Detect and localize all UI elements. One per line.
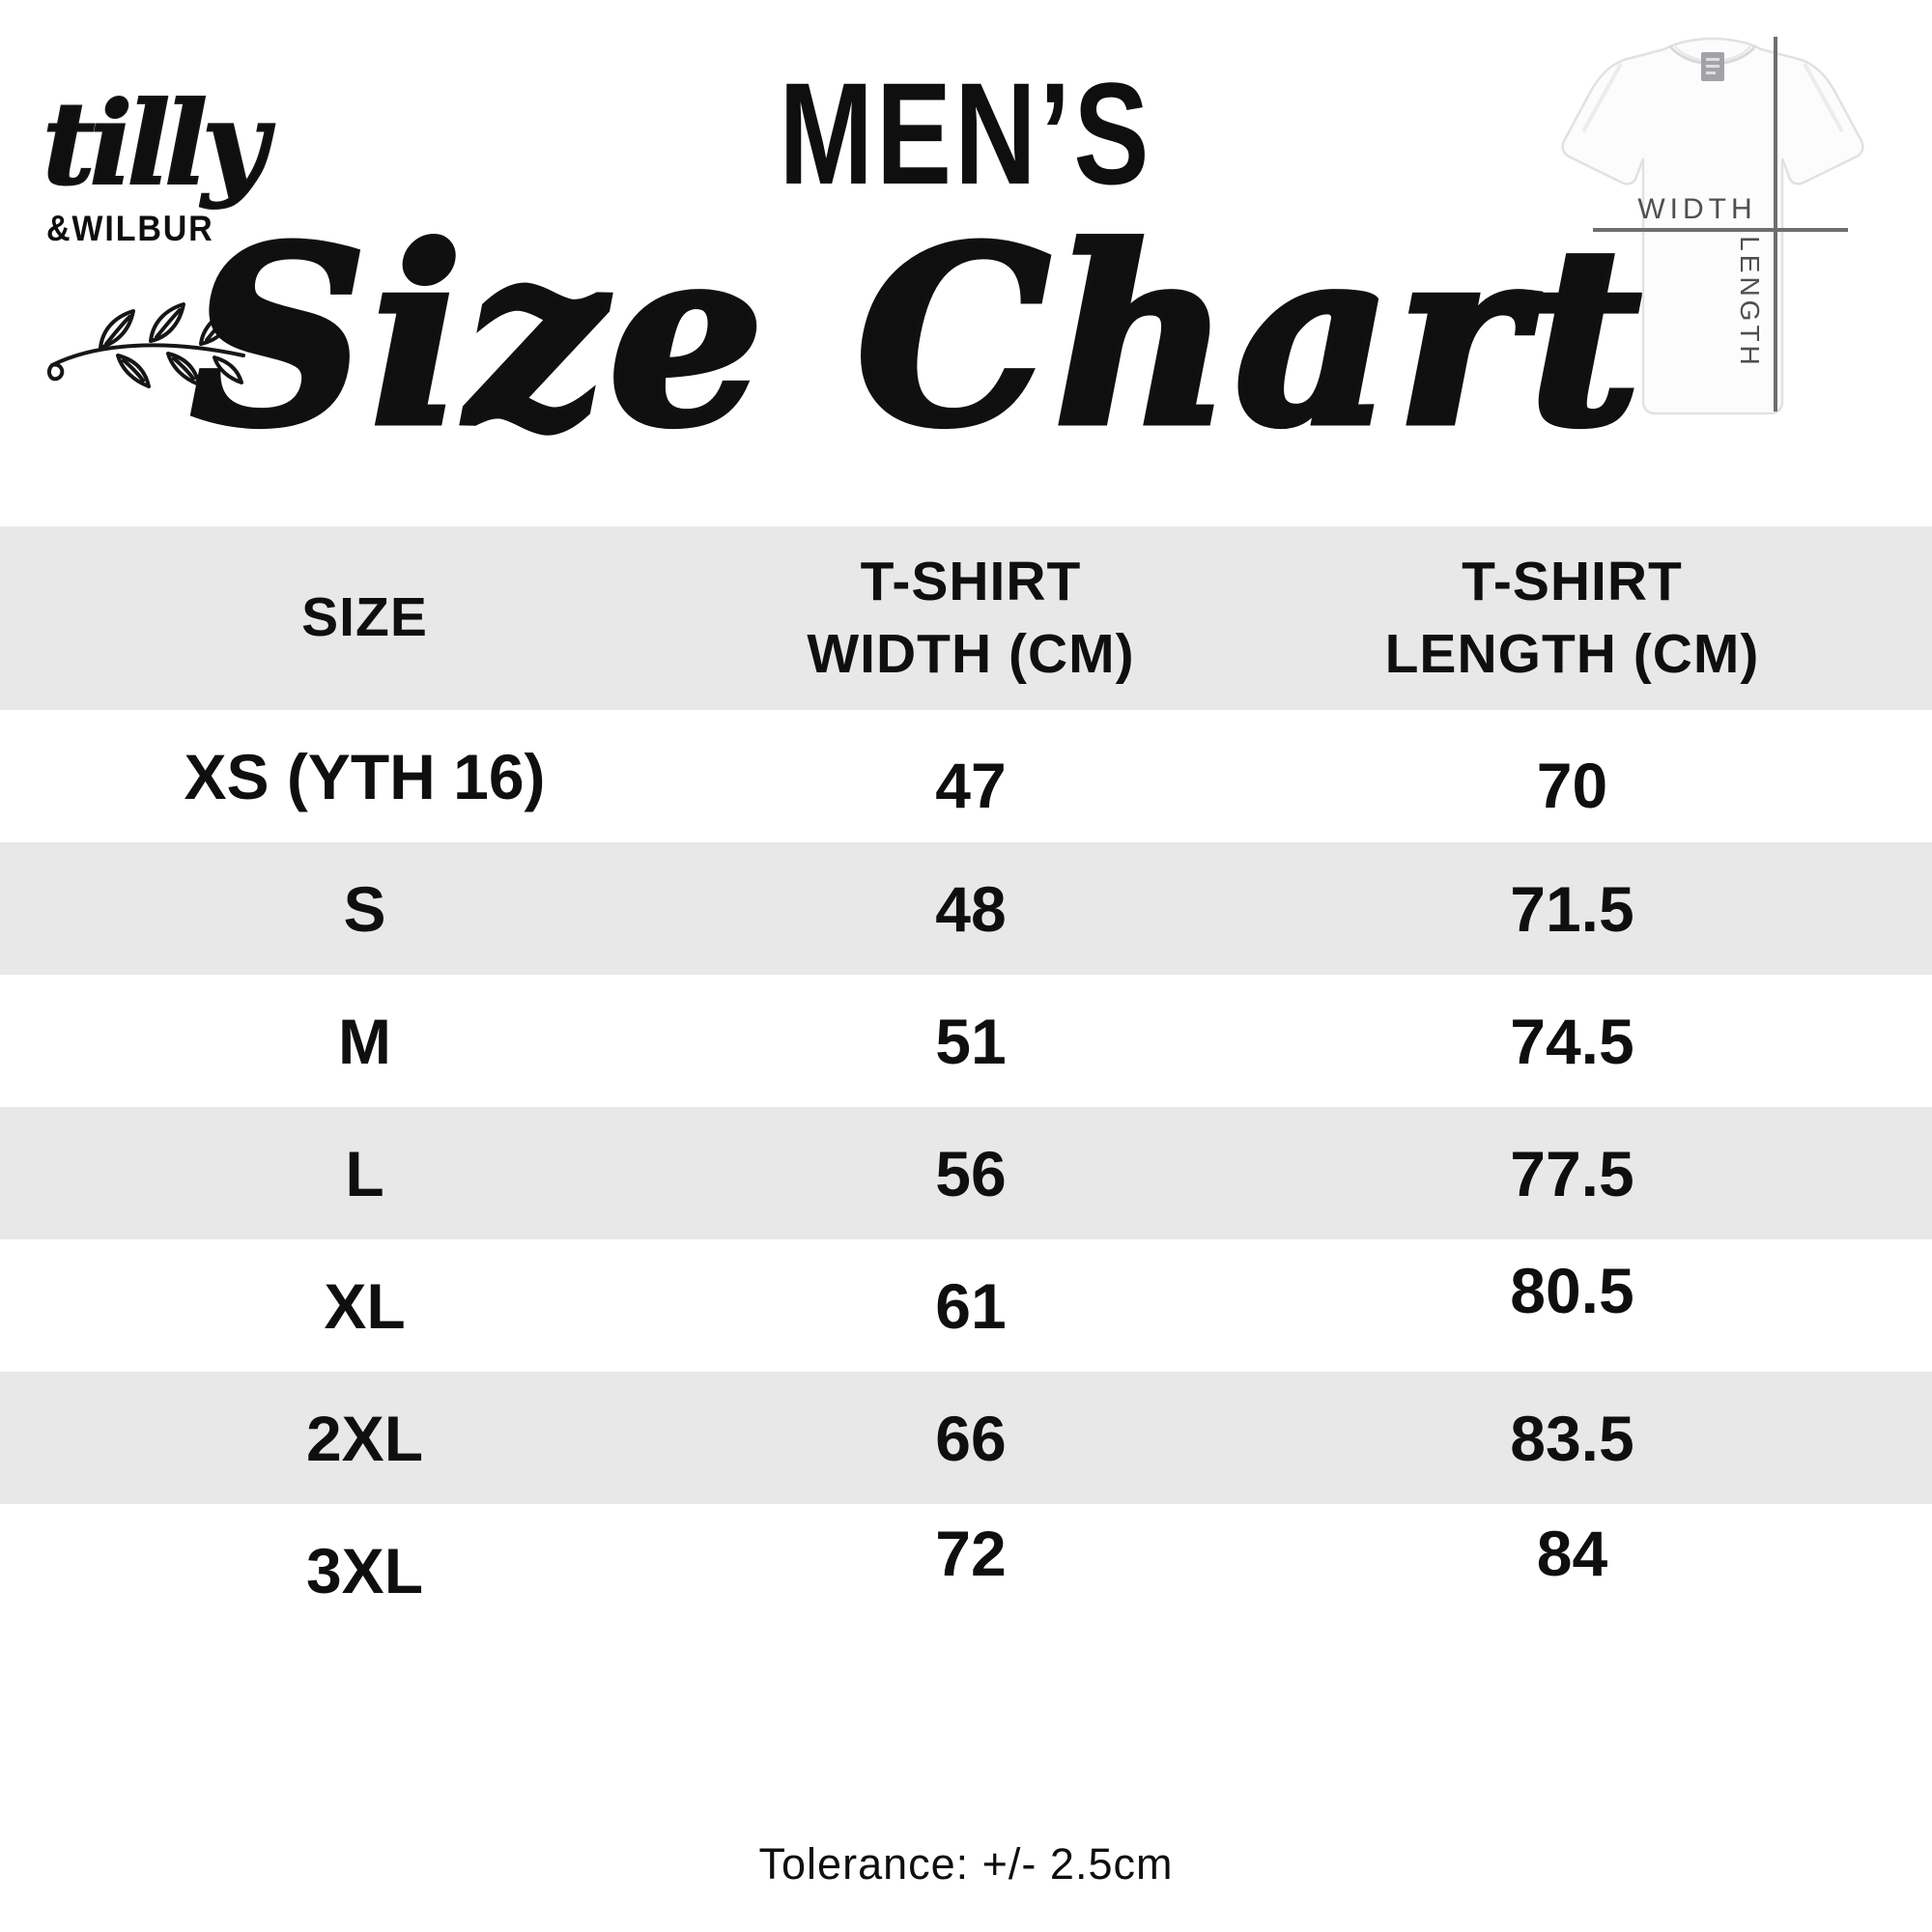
size-cell: XS (YTH 16)	[184, 740, 546, 812]
length-label: LENGTH	[1735, 236, 1765, 369]
length-cell: 80.5	[1510, 1254, 1634, 1326]
length-cell: 70	[1536, 749, 1608, 821]
size-cell: L	[345, 1137, 384, 1209]
table-row: 2XL 66 83.5	[0, 1372, 1932, 1504]
length-cell: 74.5	[1510, 1005, 1634, 1077]
page-title: Size Chart	[187, 194, 1645, 480]
brand-subtitle: &WILBUR	[46, 208, 214, 248]
width-cell: 48	[935, 872, 1007, 945]
branch-stem	[50, 343, 245, 367]
column-header-width: T-SHIRT WIDTH (CM)	[807, 550, 1135, 685]
category-title: MEN’S	[779, 52, 1153, 214]
length-cell: 77.5	[1510, 1137, 1634, 1209]
table-row: XL 61 80.5	[0, 1239, 1932, 1372]
table-row: 3XL 72 84	[0, 1504, 1932, 1636]
table-row: S 48 71.5	[0, 842, 1932, 975]
column-header-size: SIZE	[301, 586, 428, 649]
size-cell: XL	[324, 1269, 406, 1342]
tolerance-note: Tolerance: +/- 2.5cm	[758, 1839, 1174, 1889]
tshirt-diagram: WIDTH LENGTH	[1529, 23, 1896, 426]
tshirt-shape	[1561, 37, 1864, 415]
length-cell: 71.5	[1510, 872, 1634, 945]
size-cell: 3XL	[305, 1534, 424, 1606]
table-row: M 51 74.5	[0, 975, 1932, 1107]
width-cell: 56	[935, 1137, 1007, 1209]
brand-logo: tilly &WILBUR	[42, 76, 313, 249]
branch-icon	[37, 298, 249, 399]
size-cell: S	[343, 872, 386, 945]
size-cell: 2XL	[305, 1402, 424, 1474]
width-cell: 66	[935, 1402, 1007, 1474]
width-label: WIDTH	[1637, 193, 1756, 225]
column-header-length: T-SHIRT LENGTH (CM)	[1384, 550, 1760, 685]
table-row: XS (YTH 16) 47 70	[0, 710, 1932, 842]
brand-name: tilly	[42, 76, 270, 211]
width-cell: 47	[935, 749, 1007, 821]
size-cell: M	[338, 1005, 391, 1077]
table-row: L 56 77.5	[0, 1107, 1932, 1239]
width-cell: 72	[935, 1517, 1007, 1589]
size-table: SIZE T-SHIRT WIDTH (CM) T-SHIRT LENGTH (…	[0, 526, 1932, 1636]
neck-tag	[1701, 52, 1724, 81]
branch-curl	[47, 362, 65, 382]
width-cell: 51	[935, 1005, 1007, 1077]
table-header-row: SIZE T-SHIRT WIDTH (CM) T-SHIRT LENGTH (…	[0, 526, 1932, 710]
length-cell: 84	[1536, 1517, 1608, 1589]
width-cell: 61	[935, 1269, 1007, 1342]
length-cell: 83.5	[1510, 1402, 1634, 1474]
